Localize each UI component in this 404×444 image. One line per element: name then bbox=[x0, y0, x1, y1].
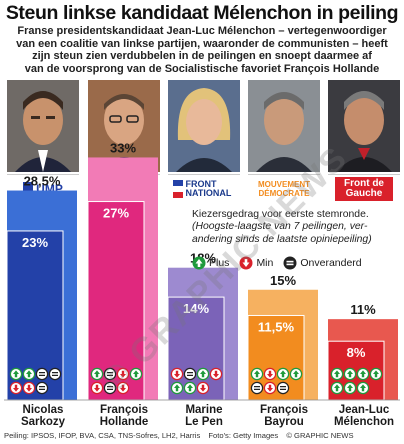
arrow-down-icon bbox=[239, 256, 253, 270]
category-label: Mélenchon bbox=[334, 416, 394, 428]
data-label-low: 27% bbox=[103, 206, 129, 221]
category-label: Nicolas bbox=[23, 404, 64, 416]
subtitle: Franse presidentskandidaat Jean-Luc Méle… bbox=[2, 25, 402, 75]
arrow-up-icon bbox=[129, 367, 143, 381]
equal-icon bbox=[283, 256, 297, 270]
category-label: Marine bbox=[185, 404, 222, 416]
arrow-up-icon bbox=[9, 367, 23, 381]
flame-icon bbox=[172, 179, 183, 198]
photo-bayrou bbox=[248, 80, 320, 172]
page-title: Steun linkse kandidaat Mélenchon in peil… bbox=[5, 2, 399, 24]
arrow-up-icon bbox=[276, 367, 290, 381]
data-label-high: 11% bbox=[350, 302, 376, 317]
arrow-up-icon bbox=[196, 367, 210, 381]
arrow-down-icon bbox=[196, 381, 210, 395]
logo-modem: MOUVEMENT DÉMOCRATE bbox=[248, 174, 320, 202]
arrow-up-icon bbox=[356, 367, 370, 381]
arrow-down-icon bbox=[263, 367, 277, 381]
footer-credit: © GRAPHIC NEWS bbox=[286, 431, 354, 440]
subtitle-line: van de voorsprong van de Socialistische … bbox=[24, 62, 380, 75]
data-label-low: 14% bbox=[183, 301, 209, 316]
logo-fn: FRONT NATIONAL bbox=[168, 174, 240, 202]
arrow-down-icon bbox=[209, 367, 223, 381]
footer-source: Peiling: IPSOS, IFOP, BVA, CSA, TNS-Sofr… bbox=[4, 431, 201, 440]
equal-icon bbox=[103, 381, 117, 395]
equal-icon bbox=[35, 367, 49, 381]
legend-line: andering sinds de laatste opiniepeiling) bbox=[192, 233, 372, 245]
equal-icon bbox=[183, 367, 197, 381]
legend-line: Kiezersgedrag voor eerste stemronde. bbox=[192, 209, 369, 220]
bar-low bbox=[87, 201, 145, 401]
arrow-up-icon bbox=[356, 381, 370, 395]
category-label: François bbox=[100, 404, 148, 416]
data-label-high: 33% bbox=[110, 140, 136, 155]
subtitle-line: zijn steun zien verdubbelen in de peilin… bbox=[32, 50, 372, 63]
photo-le-pen bbox=[168, 80, 240, 172]
arrow-down-icon bbox=[116, 381, 130, 395]
ump-flag-icon bbox=[23, 181, 34, 196]
legend-line: (Hoogste-laagste van 7 peilingen, ver- bbox=[192, 221, 368, 233]
arrow-up-icon bbox=[250, 367, 264, 381]
legend-min: Min bbox=[239, 256, 273, 270]
arrow-up-icon bbox=[343, 367, 357, 381]
equal-icon bbox=[276, 381, 290, 395]
arrow-up-icon bbox=[170, 381, 184, 395]
legend-unchanged: Onveranderd bbox=[283, 256, 362, 270]
data-label-low: 8% bbox=[347, 345, 366, 360]
arrow-up-icon bbox=[330, 381, 344, 395]
arrow-up-icon bbox=[192, 256, 206, 270]
arrow-up-icon bbox=[22, 367, 36, 381]
arrow-up-icon bbox=[90, 367, 104, 381]
subtitle-line: van een coalitie van linkse partijen, wa… bbox=[16, 37, 388, 50]
equal-icon bbox=[48, 367, 62, 381]
data-label-low: 11,5% bbox=[258, 319, 295, 334]
footer: Peiling: IPSOS, IFOP, BVA, CSA, TNS-Sofr… bbox=[4, 431, 360, 440]
arrow-down-icon bbox=[170, 367, 184, 381]
equal-icon bbox=[250, 381, 264, 395]
category-label: François bbox=[260, 404, 308, 416]
data-label-high: 28,5% bbox=[24, 174, 61, 189]
legend: Plus Min Onveranderd bbox=[192, 256, 372, 270]
arrow-down-icon bbox=[9, 381, 23, 395]
legend-text: Kiezersgedrag voor eerste stemronde. (Ho… bbox=[192, 209, 402, 246]
category-label: Bayrou bbox=[264, 416, 304, 428]
category-label: Hollande bbox=[100, 416, 149, 428]
arrow-up-icon bbox=[369, 367, 383, 381]
category-label: Jean-Luc bbox=[339, 404, 390, 416]
arrow-up-icon bbox=[289, 367, 303, 381]
arrow-up-icon bbox=[343, 381, 357, 395]
photo-sarkozy bbox=[7, 80, 79, 172]
equal-icon bbox=[35, 381, 49, 395]
legend-plus: Plus bbox=[192, 256, 229, 270]
data-label-low: 23% bbox=[22, 235, 48, 250]
logo-fg: Front de Gauche bbox=[328, 174, 400, 202]
arrow-down-icon bbox=[90, 381, 104, 395]
arrow-down-icon bbox=[263, 381, 277, 395]
arrow-up-icon bbox=[330, 367, 344, 381]
arrow-down-icon bbox=[22, 381, 36, 395]
equal-icon bbox=[103, 367, 117, 381]
photo-melenchon bbox=[328, 80, 400, 172]
arrow-down-icon bbox=[116, 367, 130, 381]
arrow-up-icon bbox=[183, 381, 197, 395]
data-label-high: 15% bbox=[270, 273, 296, 288]
category-label: Le Pen bbox=[185, 416, 223, 428]
footer-photos: Foto's: Getty Images bbox=[208, 431, 279, 440]
category-label: Sarkozy bbox=[21, 416, 66, 428]
subtitle-line: Franse presidentskandidaat Jean-Luc Méle… bbox=[17, 25, 387, 37]
